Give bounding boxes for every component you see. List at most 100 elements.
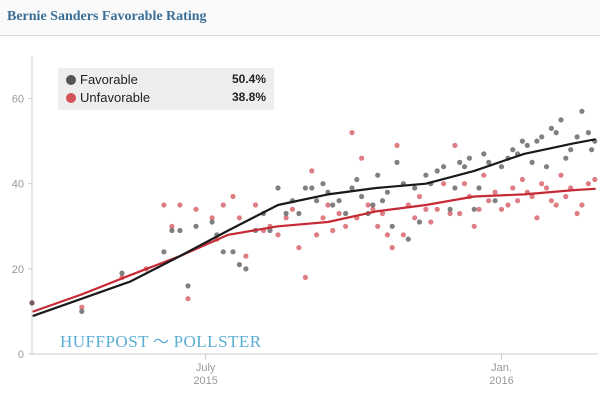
y-tick-label: 40 [12, 179, 24, 191]
unfavorable-point [447, 210, 453, 217]
unfavorable-point [283, 215, 289, 221]
unfavorable-point [529, 193, 535, 200]
favorable-point [243, 266, 249, 272]
favorable-point [267, 227, 273, 234]
favorable-point [452, 185, 458, 191]
unfavorable-point [79, 304, 85, 310]
unfavorable-point [349, 130, 355, 136]
unfavorable-point [423, 206, 429, 212]
favorable-point [169, 227, 175, 234]
favorable-point [461, 164, 468, 170]
favorable-point [375, 172, 381, 178]
favorable-point [330, 202, 336, 208]
unfavorable-point [585, 181, 592, 187]
huffpost-pollster-logo: HUFFPOST 〜 POLLSTER [60, 328, 262, 351]
legend-item-favorable[interactable]: Favorable 50.4% [58, 71, 274, 89]
favorable-point [161, 249, 167, 255]
favorable-point [466, 155, 472, 161]
unfavorable-point [548, 198, 555, 204]
favorable-point [416, 219, 423, 225]
unfavorable-point [428, 219, 434, 225]
legend-value: 50.4% [231, 72, 266, 86]
unfavorable-point [370, 206, 376, 212]
unfavorable-point [325, 202, 331, 208]
bird-icon: 〜 [153, 334, 170, 351]
favorable-point [296, 210, 302, 217]
unfavorable-point [543, 185, 550, 191]
unfavorable-point [236, 215, 242, 221]
unfavorable-point [193, 206, 199, 212]
unfavorable-point [314, 232, 320, 238]
unfavorable-point [177, 202, 183, 208]
unfavorable-point [574, 210, 580, 217]
favorable-point [589, 147, 595, 153]
favorable-point [539, 134, 545, 140]
unfavorable-point [476, 206, 482, 212]
unfavorable-point [394, 142, 400, 148]
favorable-dot-icon [66, 75, 76, 85]
favorable-point [389, 223, 395, 229]
unfavorable-point [486, 198, 492, 204]
favorable-point [336, 198, 342, 204]
unfavorable-point [243, 253, 249, 259]
favorable-point [283, 210, 289, 217]
unfavorable-trend-line [32, 187, 596, 313]
favorable-point [574, 134, 580, 140]
unfavorable-point [461, 181, 468, 187]
unfavorable-point [457, 210, 463, 217]
favorable-point [405, 236, 411, 242]
x-tick-label: 2015 [193, 375, 217, 387]
unfavorable-point [389, 245, 395, 251]
chart-title: Bernie Sanders Favorable Rating [7, 9, 207, 24]
favorable-point [320, 181, 326, 187]
unfavorable-point [320, 215, 326, 221]
favorable-point [471, 206, 477, 212]
y-tick-label: 60 [12, 94, 24, 106]
legend-label: Unfavorable [80, 90, 151, 105]
favorable-point [384, 189, 390, 195]
favorable-point [314, 198, 320, 204]
logo-text-left: HUFFPOST [60, 332, 150, 351]
favorable-point [563, 155, 569, 161]
unfavorable-point [416, 193, 423, 200]
unfavorable-point [220, 202, 226, 208]
unfavorable-point [169, 223, 175, 229]
favorable-point [481, 151, 487, 157]
favorable-point [524, 142, 530, 148]
favorable-point [302, 185, 308, 191]
x-tick-label: July [196, 362, 216, 374]
favorable-point [585, 130, 592, 136]
y-tick-label: 0 [18, 349, 24, 361]
unfavorable-point [309, 168, 315, 174]
favorable-point [553, 130, 559, 136]
unfavorable-point [534, 215, 540, 221]
unfavorable-point [539, 181, 545, 187]
unfavorable-point [519, 176, 526, 183]
favorable-point [457, 159, 463, 165]
unfavorable-point [553, 202, 559, 208]
favorable-point [220, 249, 226, 255]
y-tick-label: 20 [12, 264, 24, 276]
favorable-point [548, 125, 555, 131]
favorable-point [275, 185, 281, 191]
favorable-point [558, 117, 564, 123]
legend-label: Favorable [80, 72, 138, 87]
unfavorable-point [379, 210, 386, 217]
chart-header: Bernie Sanders Favorable Rating [0, 0, 600, 36]
unfavorable-point [558, 172, 564, 178]
legend-item-unfavorable[interactable]: Unfavorable 38.8% [58, 89, 274, 107]
unfavorable-point [498, 206, 505, 212]
favorable-point [498, 164, 505, 170]
favorable-point [343, 210, 349, 217]
unfavorable-point [336, 210, 342, 217]
unfavorable-point [275, 232, 281, 238]
favorable-point [434, 168, 440, 174]
favorable-point [423, 172, 429, 178]
unfavorable-point [492, 189, 498, 195]
unfavorable-point [400, 232, 406, 238]
favorable-point [119, 270, 125, 276]
favorable-point [236, 262, 242, 268]
favorable-point [193, 223, 199, 229]
favorable-point [447, 206, 453, 212]
unfavorable-point [505, 202, 511, 208]
